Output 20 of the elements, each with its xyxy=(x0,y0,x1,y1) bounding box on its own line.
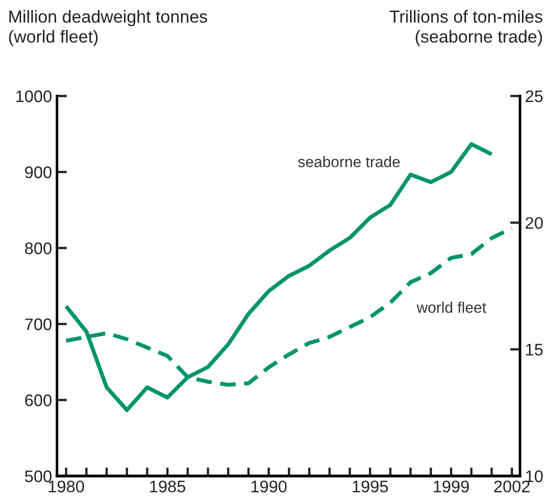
y-tick-label: 1000 xyxy=(16,90,52,102)
y-tick-label: 700 xyxy=(25,318,52,330)
y-tick-label: 900 xyxy=(25,166,52,178)
x-tick-label: 1980 xyxy=(48,480,84,492)
y-tick-label: 600 xyxy=(25,394,52,406)
series-label: world fleet xyxy=(416,302,486,313)
y2-tick-label: 10 xyxy=(526,470,543,482)
y2-tick-label: 25 xyxy=(526,90,543,102)
y-tick-label: 500 xyxy=(25,470,52,482)
x-tick-label: 1985 xyxy=(150,480,186,492)
series-label: seaborne trade xyxy=(298,156,400,168)
x-tick-label: 1990 xyxy=(251,480,287,492)
x-tick-label: 2002 xyxy=(494,480,530,492)
y2-axis-title: Trillions of ton-miles (seaborne trade) xyxy=(390,10,542,46)
y-axis-title: Million deadweight tonnes (world fleet) xyxy=(9,10,208,46)
x-tick-label: 1995 xyxy=(352,480,388,492)
y-tick-label: 800 xyxy=(25,242,52,254)
y2-tick-label: 15 xyxy=(526,344,543,356)
y2-tick-label: 20 xyxy=(526,217,543,229)
x-tick-label: 1999 xyxy=(434,480,469,492)
